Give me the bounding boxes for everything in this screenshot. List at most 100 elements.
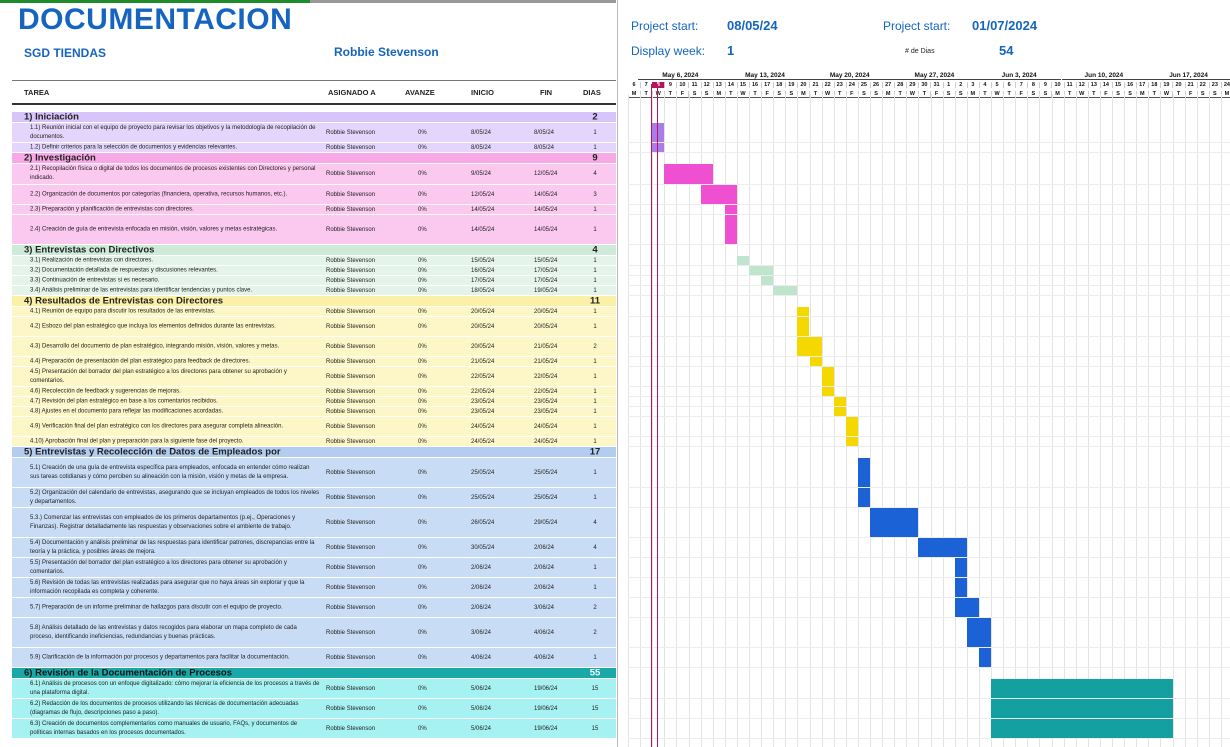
task-assignee: Robbie Stevenson bbox=[326, 287, 376, 294]
gantt-bar[interactable] bbox=[978, 648, 991, 667]
task-row[interactable]: 5.9) Clarificación de la información por… bbox=[12, 648, 616, 668]
task-days: 1 bbox=[593, 287, 597, 294]
gantt-bar[interactable] bbox=[918, 538, 967, 557]
task-start: 22/05/24 bbox=[471, 373, 495, 380]
task-row[interactable]: 3.3) Continuación de entrevistas si es n… bbox=[12, 276, 616, 286]
task-days: 1 bbox=[593, 226, 597, 233]
task-name: 5.1) Creación de una guía de entrevista … bbox=[30, 464, 310, 480]
gantt-bar[interactable] bbox=[954, 598, 979, 617]
display-week-value[interactable]: 1 bbox=[727, 43, 735, 58]
task-days: 1 bbox=[593, 277, 597, 284]
grid-line bbox=[1027, 94, 1029, 747]
task-row[interactable]: 2.4) Creación de guía de entrevista enfo… bbox=[12, 215, 616, 245]
task-end: 19/06/24 bbox=[534, 725, 558, 732]
grid-row-line bbox=[628, 647, 1230, 648]
gantt-bar[interactable] bbox=[954, 578, 967, 597]
task-row[interactable]: 6.2) Redacción de los documentos de proc… bbox=[12, 699, 616, 719]
gantt-bar[interactable] bbox=[761, 276, 774, 285]
task-row[interactable]: 5.8) Análisis detallado de las entrevist… bbox=[12, 618, 616, 648]
task-row[interactable]: 5.6) Revisión de todas las entrevistas r… bbox=[12, 578, 616, 598]
task-progress: 0% bbox=[418, 388, 427, 395]
gantt-bar[interactable] bbox=[954, 558, 967, 577]
task-start: 17/05/24 bbox=[471, 277, 495, 284]
grid-line bbox=[954, 94, 956, 747]
gantt-bar[interactable] bbox=[664, 164, 713, 184]
grid-row-line bbox=[628, 366, 1230, 367]
task-row[interactable]: 4.6) Recolección de feedback y sugerenci… bbox=[12, 387, 616, 397]
gantt-bar[interactable] bbox=[797, 337, 822, 356]
gantt-bar[interactable] bbox=[724, 215, 737, 244]
task-progress: 0% bbox=[418, 277, 427, 284]
task-row[interactable]: 4.10) Aprobación final del plan y prepar… bbox=[12, 437, 616, 447]
project-start-value[interactable]: 08/05/24 bbox=[727, 18, 778, 33]
gantt-bar[interactable] bbox=[857, 458, 870, 487]
gantt-bar[interactable] bbox=[845, 417, 858, 436]
gantt-bar[interactable] bbox=[991, 679, 1173, 698]
gantt-bar[interactable] bbox=[845, 437, 858, 446]
gantt-bar[interactable] bbox=[797, 307, 810, 316]
task-row[interactable]: 3.2) Documentación detallada de respuest… bbox=[12, 266, 616, 276]
gantt-bar[interactable] bbox=[991, 699, 1173, 718]
gantt-bar[interactable] bbox=[821, 367, 834, 386]
task-assignee: Robbie Stevenson bbox=[326, 654, 376, 661]
task-row[interactable]: 2.1) Recopilación física o digital de to… bbox=[12, 164, 616, 185]
gantt-bar[interactable] bbox=[991, 719, 1173, 738]
grid-row-line bbox=[628, 386, 1230, 387]
task-row[interactable]: 5.1) Creación de una guía de entrevista … bbox=[12, 458, 616, 488]
gantt-bar[interactable] bbox=[736, 256, 749, 265]
task-row[interactable]: 2.3) Preparación y planificación de entr… bbox=[12, 205, 616, 215]
gantt-bar[interactable] bbox=[821, 387, 834, 396]
task-row[interactable]: 3.4) Análisis preliminar de las entrevis… bbox=[12, 286, 616, 296]
task-start: 24/05/24 bbox=[471, 438, 495, 445]
task-row[interactable]: 4.4) Preparación de presentación del pla… bbox=[12, 357, 616, 367]
task-row[interactable]: 4.8) Ajustes en el documento para reflej… bbox=[12, 407, 616, 417]
task-row[interactable]: 5.4) Documentación y análisis preliminar… bbox=[12, 538, 616, 558]
task-row[interactable]: 3.1) Realización de entrevistas con dire… bbox=[12, 256, 616, 266]
task-days: 1 bbox=[593, 388, 597, 395]
task-row[interactable]: 5.7) Preparación de un informe prelimina… bbox=[12, 598, 616, 618]
task-row[interactable]: 5.5) Presentación del borrador del plan … bbox=[12, 558, 616, 578]
task-row[interactable]: 6.3) Creación de documentos complementar… bbox=[12, 719, 616, 739]
gantt-bar[interactable] bbox=[857, 488, 870, 507]
task-row[interactable]: 4.9) Verificación final del plan estraté… bbox=[12, 417, 616, 437]
num-days-value[interactable]: 54 bbox=[999, 43, 1014, 58]
gantt-bar[interactable] bbox=[870, 508, 919, 537]
week-label: May 20, 2024 bbox=[807, 72, 893, 80]
task-row[interactable]: 4.1) Reunión de equipo para discutir los… bbox=[12, 307, 616, 317]
task-row[interactable]: 4.2) Esbozo del plan estratégico que inc… bbox=[12, 317, 616, 337]
task-row[interactable]: 6.1) Análisis de procesos con un enfoque… bbox=[12, 679, 616, 699]
task-row[interactable]: 1.1) Reunión inicial con el equipo de pr… bbox=[12, 123, 616, 143]
task-row[interactable]: 4.3) Desarrollo del documento de plan es… bbox=[12, 337, 616, 357]
task-row[interactable]: 4.7) Revisión del plan estratégico en ba… bbox=[12, 397, 616, 407]
task-row[interactable]: 1.2) Definir criterios para la selección… bbox=[12, 143, 616, 153]
grid-line bbox=[1124, 94, 1126, 747]
task-days: 2 bbox=[593, 604, 597, 611]
task-row[interactable]: 4.5) Presentación del borrador del plan … bbox=[12, 367, 616, 387]
gantt-bar[interactable] bbox=[797, 317, 810, 336]
gantt-bar[interactable] bbox=[773, 286, 798, 295]
today-marker bbox=[657, 84, 659, 747]
task-progress: 0% bbox=[418, 398, 427, 405]
gantt-bar[interactable] bbox=[724, 205, 737, 214]
grid-line bbox=[1063, 94, 1065, 747]
gantt-bar[interactable] bbox=[749, 266, 774, 275]
task-progress: 0% bbox=[418, 191, 427, 198]
task-end: 2/06/24 bbox=[534, 564, 555, 571]
gantt-bar[interactable] bbox=[833, 397, 846, 406]
gantt-bar[interactable] bbox=[809, 357, 822, 366]
gantt-bar[interactable] bbox=[700, 185, 737, 204]
gantt-bar[interactable] bbox=[966, 618, 991, 647]
gantt-bar[interactable] bbox=[833, 407, 846, 416]
task-progress: 0% bbox=[418, 171, 427, 177]
task-progress: 0% bbox=[418, 226, 427, 233]
task-row[interactable]: 5.3.) Comenzar las entrevistas con emple… bbox=[12, 508, 616, 538]
day-number: 22 bbox=[1197, 82, 1210, 88]
grid-line bbox=[761, 94, 763, 747]
task-row[interactable]: 5.2) Organización del calendario de entr… bbox=[12, 488, 616, 508]
project-start2-value[interactable]: 01/07/2024 bbox=[972, 18, 1038, 33]
grid-line bbox=[1208, 94, 1210, 747]
phase-days: 11 bbox=[589, 295, 601, 307]
grid-line bbox=[688, 94, 690, 747]
task-row[interactable]: 2.2) Organización de documentos por cate… bbox=[12, 185, 616, 205]
task-days: 1 bbox=[593, 323, 597, 330]
